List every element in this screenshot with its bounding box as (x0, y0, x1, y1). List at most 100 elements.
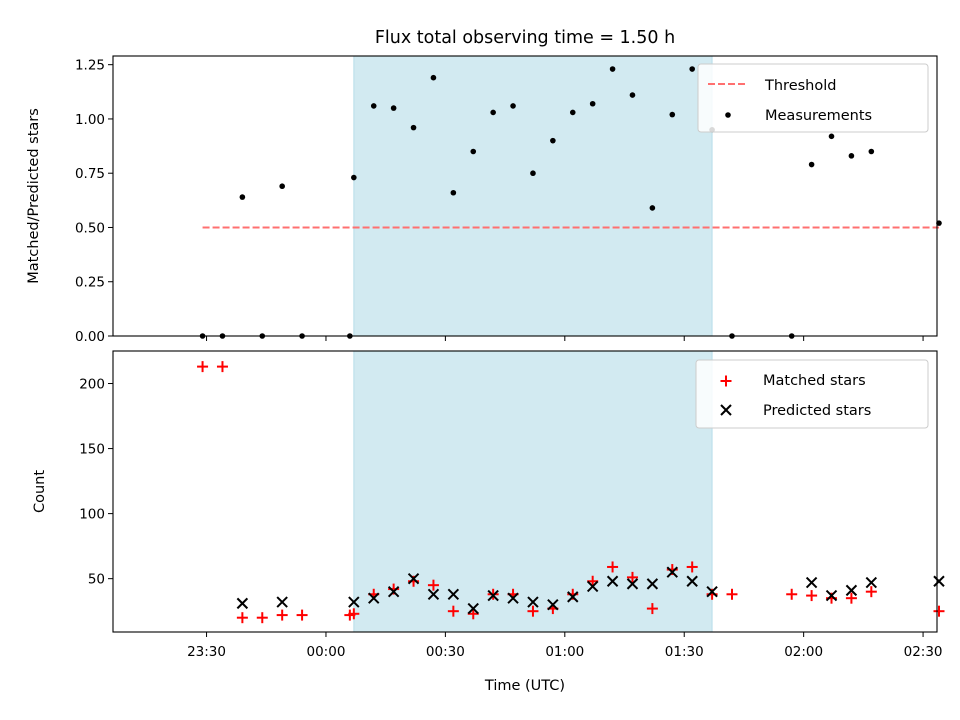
measurement-point (510, 103, 516, 109)
cross-b (348, 596, 360, 608)
legend-plus-mark (720, 375, 732, 387)
top-plot-frame (112, 55, 938, 337)
cross-b (487, 589, 499, 602)
bottom-shaded-interval (353, 350, 713, 633)
cross-b (686, 575, 698, 587)
predicted-star-point (407, 572, 420, 585)
bottom-y-tick-label: 50 (88, 572, 105, 588)
predicted-star-point (276, 596, 288, 608)
predicted-star-points (236, 566, 945, 615)
legend-matched-label: Matched stars (763, 373, 866, 389)
bottom-legend: Matched stars Predicted stars (695, 359, 929, 429)
top-shaded-interval (353, 55, 713, 337)
measurement-point (868, 148, 875, 155)
measurement-point (430, 74, 437, 81)
top-x-ticks (206, 336, 924, 341)
bottom-plot-frame (112, 350, 938, 633)
measurement-point (470, 148, 477, 155)
predicted-star-point (706, 585, 718, 598)
predicted-star-point (865, 576, 878, 589)
measurement-point (550, 137, 556, 144)
matched-star-point (845, 592, 857, 604)
measurement-point (649, 205, 656, 211)
matched-star-point (686, 561, 698, 573)
top-y-axis: 0.00 0.25 0.50 0.75 1.00 1.25 (75, 58, 113, 345)
predicted-star-point (387, 585, 400, 598)
predicted-star-point (845, 584, 858, 597)
cross-b (865, 576, 878, 589)
top-y-axis-label: Matched/Predicted stars (26, 108, 42, 284)
bottom-x-tick-label: 00:30 (426, 644, 465, 660)
predicted-star-point (236, 597, 249, 610)
predicted-star-point (805, 576, 818, 589)
cross-b (447, 588, 460, 600)
measurement-point (848, 153, 855, 159)
matched-star-point (933, 605, 945, 617)
measurement-point (351, 174, 357, 181)
legend-x-mark (720, 404, 732, 416)
measurement-point (490, 109, 496, 116)
bottom-y-axis: 50 100 150 200 (79, 377, 113, 588)
cross-b (606, 575, 619, 587)
legend-matched-swatch (720, 375, 732, 387)
bottom-y-axis-label: Count (32, 470, 48, 513)
bottom-x-axis: 23:30 00:00 00:30 01:00 01:30 02:00 02:30 (187, 632, 943, 660)
matched-star-point (786, 588, 798, 600)
legend-threshold-label: Threshold (764, 78, 836, 94)
cross-b (626, 578, 639, 590)
measurement-point (669, 111, 676, 118)
measurement-point (569, 109, 576, 116)
predicted-star-point (427, 588, 440, 600)
predicted-star-point (467, 602, 479, 615)
matched-star-point (626, 571, 638, 583)
predicted-star-point (368, 592, 380, 604)
predicted-star-point (447, 588, 460, 600)
matched-star-point (527, 605, 539, 617)
legend-predicted-label: Predicted stars (763, 403, 871, 419)
matched-star-point (256, 612, 268, 624)
top-y-tick-label: 1.00 (75, 112, 105, 128)
measurement-point (530, 170, 536, 177)
predicted-star-point (507, 592, 519, 604)
predicted-star-point (825, 589, 838, 602)
bottom-x-tick-label: 00:00 (307, 644, 346, 660)
top-y-tick-label: 0.75 (75, 166, 105, 182)
predicted-star-point (348, 596, 360, 608)
top-legend: Threshold Measurements (697, 63, 929, 133)
predicted-star-point (567, 591, 579, 603)
measurement-point (239, 194, 246, 200)
cross-b (646, 578, 659, 590)
legend-measurements-swatch (725, 112, 731, 118)
measurement-point (936, 220, 942, 226)
cross-b (666, 566, 678, 578)
measurement-point (370, 103, 377, 109)
matched-star-point (216, 361, 228, 373)
cross-b (845, 584, 858, 597)
matched-star-point (276, 609, 288, 621)
measurement-point (609, 66, 616, 72)
chart-title: Flux total observing time = 1.50 h (375, 28, 675, 48)
predicted-star-point (586, 580, 599, 593)
predicted-star-point (686, 575, 698, 587)
matched-star-point (607, 561, 619, 573)
bottom-x-tick-label: 01:30 (665, 644, 704, 660)
bottom-x-tick-label: 02:00 (784, 644, 823, 660)
matched-star-point (348, 608, 360, 620)
matched-star-point (726, 588, 738, 600)
predicted-star-point (646, 578, 659, 590)
bottom-x-tick-label: 23:30 (187, 644, 226, 660)
matched-star-point (236, 612, 248, 624)
predicted-star-point (626, 578, 639, 590)
measurement-point (689, 66, 695, 72)
cross-b (368, 592, 380, 604)
matched-star-point (646, 603, 658, 615)
measurement-point (828, 133, 835, 140)
legend-predicted-swatch (720, 404, 732, 416)
cross-b (586, 580, 599, 593)
measurement-point (589, 100, 596, 107)
predicted-star-point (487, 589, 499, 602)
bottom-x-tick-label: 01:00 (545, 644, 584, 660)
top-y-tick-label: 0.00 (75, 329, 105, 345)
measurement-point (279, 183, 285, 190)
measurement-point (450, 189, 457, 196)
